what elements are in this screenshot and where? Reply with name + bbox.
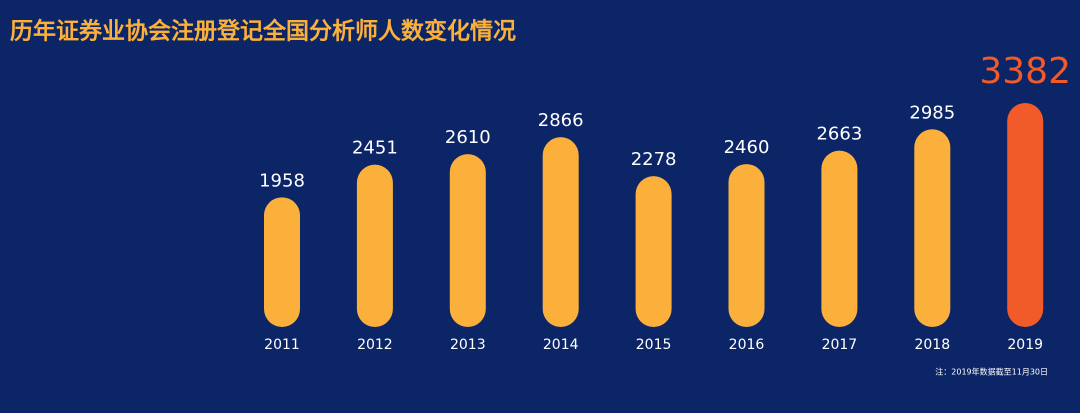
x-tick-label: 2015 — [636, 337, 672, 353]
value-label: 2985 — [909, 102, 955, 123]
value-label: 2866 — [538, 110, 584, 131]
value-label: 3382 — [979, 51, 1071, 92]
bar — [356, 164, 393, 327]
value-label: 2610 — [445, 127, 491, 148]
value-label: 2278 — [631, 149, 677, 170]
value-label: 2451 — [352, 138, 398, 159]
x-tick-label: 2012 — [357, 337, 393, 353]
value-label: 2460 — [724, 137, 770, 158]
chart-title: 历年证券业协会注册登记全国分析师人数变化情况 — [10, 18, 516, 45]
bar — [542, 137, 579, 327]
x-tick-label: 2011 — [264, 337, 300, 353]
bar — [821, 150, 858, 327]
x-tick-label: 2013 — [450, 337, 486, 353]
bar — [449, 154, 486, 327]
bar — [635, 176, 672, 327]
bar — [914, 129, 951, 327]
x-tick-label: 2014 — [543, 337, 579, 353]
footnote: 注：2019年数据截至11月30日 — [935, 367, 1048, 377]
x-tick-label: 2019 — [1007, 337, 1043, 353]
x-tick-label: 2018 — [914, 337, 950, 353]
x-tick-label: 2016 — [729, 337, 765, 353]
value-label: 2663 — [816, 124, 862, 145]
bar — [1007, 103, 1044, 327]
x-tick-label: 2017 — [822, 337, 858, 353]
value-label: 1958 — [259, 170, 305, 191]
bar — [264, 197, 300, 327]
bar — [728, 164, 765, 327]
